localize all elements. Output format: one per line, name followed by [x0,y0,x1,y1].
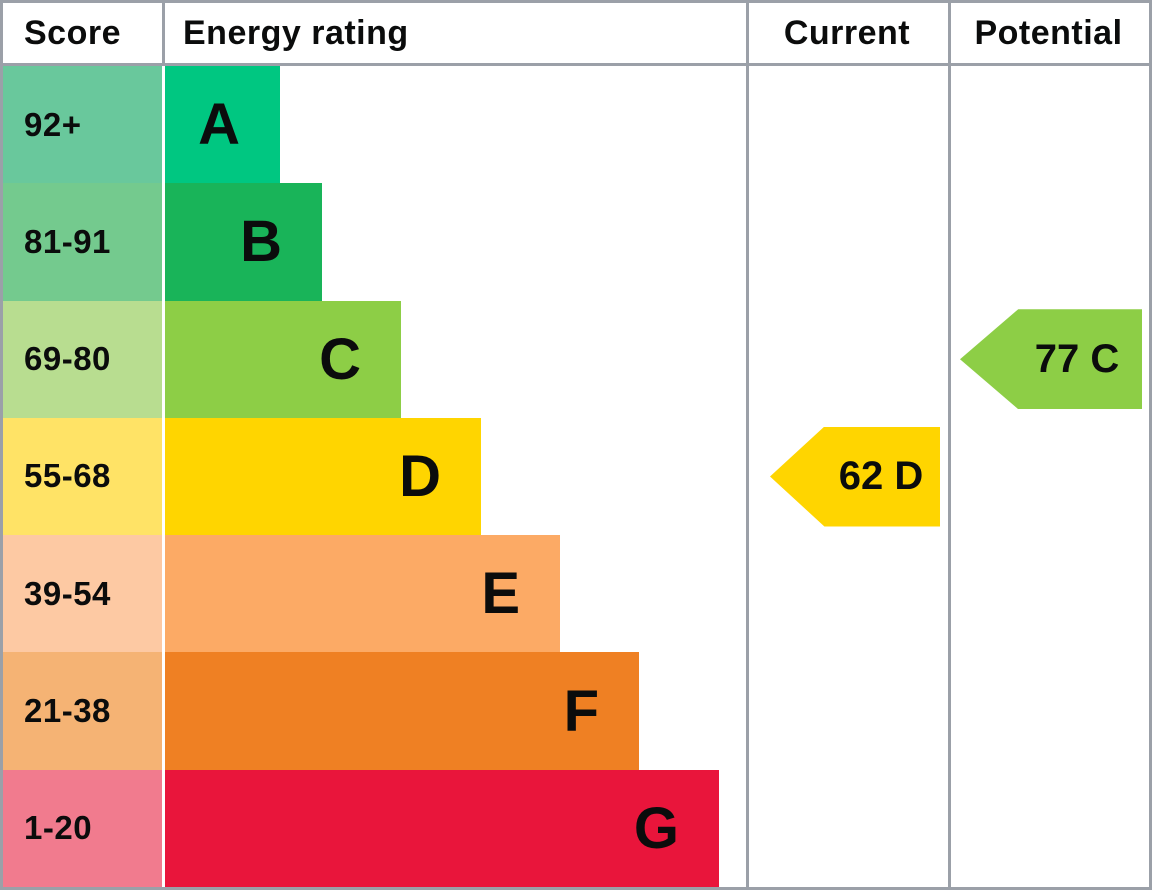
band-row-e: 39-54 E [3,535,1149,653]
band-letter: G [633,795,679,861]
band-row-d: 55-68 D [3,417,1149,536]
score-range-label: 69-80 [3,300,162,418]
score-range-label: 1-20 [3,769,162,887]
band-row-f: 21-38 F [3,652,1149,770]
divider-energy-current [746,3,749,887]
band-letter: D [399,443,441,509]
band-bar-g: G [165,769,719,887]
header-divider-line [3,63,1149,66]
band-letter: F [563,678,599,744]
band-bar-e: E [165,535,560,653]
band-letter: B [240,209,282,275]
band-bar-c: C [165,300,401,418]
band-bar-a: A [165,66,280,184]
score-range-label: 21-38 [3,652,162,770]
band-row-b: 81-91 B [3,183,1149,301]
band-letter: E [481,561,520,627]
band-row-a: 92+ A [3,66,1149,184]
header-score: Score [3,3,165,63]
score-range-label: 81-91 [3,183,162,301]
potential-rating-label: 77 C [1034,336,1120,381]
band-row-g: 1-20 G [3,769,1149,887]
band-row-c: 69-80 C [3,300,1149,418]
potential-rating-arrow: 77 C [960,309,1142,410]
score-range-label: 92+ [3,66,162,184]
current-rating-label: 62 D [838,454,924,498]
band-bar-b: B [165,183,322,301]
band-bar-f: F [165,652,639,770]
band-letter: C [319,326,361,392]
header-current: Current [783,13,911,52]
band-letter: A [198,92,240,158]
header-energy-rating: Energy rating [183,13,409,52]
band-bar-d: D [165,417,481,536]
header-potential: Potential [974,13,1123,52]
divider-current-potential [948,3,951,887]
score-range-label: 39-54 [3,535,162,653]
header-row: Score Energy rating Current Potential [3,3,1149,63]
score-range-label: 55-68 [3,417,162,536]
chart-body: 92+ A 81-91 B 69-80 C 55-68 D 39-54 E 21… [3,66,1149,887]
